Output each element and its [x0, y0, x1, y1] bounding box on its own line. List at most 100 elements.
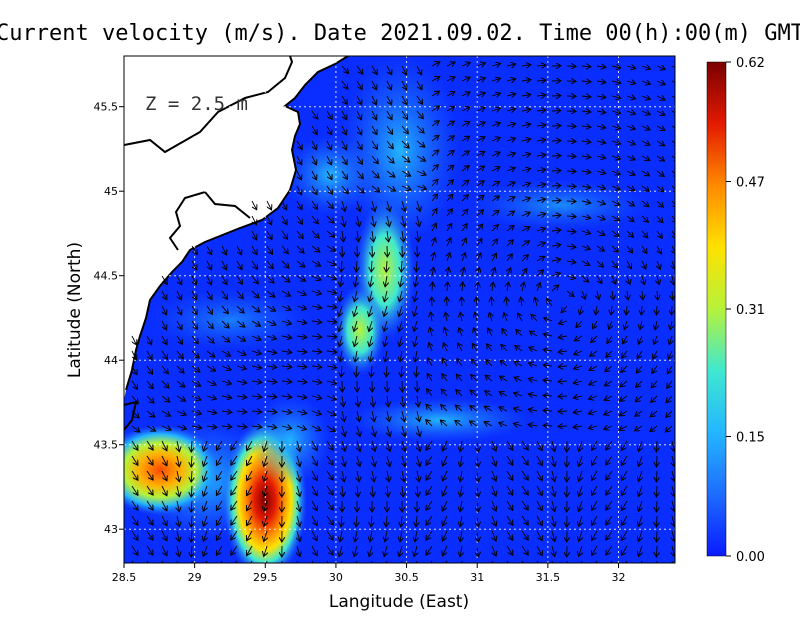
current-arrow — [521, 124, 531, 126]
current-arrow — [671, 185, 675, 192]
current-arrow — [606, 530, 613, 540]
current-arrow — [611, 111, 621, 113]
current-arrow — [521, 109, 531, 111]
current-arrow — [506, 545, 513, 555]
current-arrow — [558, 351, 568, 352]
current-arrow — [521, 183, 531, 186]
current-arrow — [355, 530, 357, 542]
current-arrow — [414, 290, 417, 302]
current-arrow — [552, 470, 555, 482]
current-arrow — [543, 380, 553, 381]
current-arrow — [386, 110, 392, 120]
current-arrow — [476, 181, 484, 187]
current-arrow — [672, 440, 675, 452]
border-line-2 — [168, 190, 251, 251]
current-arrow — [626, 156, 635, 160]
current-arrow — [206, 396, 217, 399]
current-arrow — [326, 276, 337, 279]
current-arrow — [340, 530, 342, 542]
current-arrow — [506, 440, 513, 450]
x-tick-label: 31.5 — [536, 571, 561, 584]
current-arrow — [581, 231, 591, 234]
current-arrow — [462, 297, 463, 307]
map-title: Current velocity (m/s). Date 2021.09.02.… — [0, 21, 800, 46]
current-arrow — [489, 312, 492, 322]
current-arrow — [372, 425, 375, 437]
current-arrow — [443, 358, 448, 367]
y-axis: 45.5 45 44.5 44 43.5 43 — [94, 101, 124, 536]
current-arrow — [430, 327, 432, 337]
current-arrow — [536, 155, 546, 156]
current-arrow — [665, 425, 673, 432]
current-arrow — [370, 530, 372, 542]
current-arrow — [176, 380, 185, 387]
current-arrow — [536, 95, 546, 96]
current-arrow — [626, 200, 635, 206]
current-arrow — [476, 195, 484, 202]
current-arrow — [521, 440, 528, 450]
current-arrow — [266, 260, 273, 269]
current-arrow — [622, 350, 628, 358]
current-arrow — [431, 106, 440, 112]
current-arrow — [281, 275, 290, 282]
current-arrow — [311, 455, 317, 466]
current-arrow — [551, 170, 561, 171]
current-arrow — [506, 470, 513, 480]
current-arrow — [581, 81, 591, 82]
current-arrow — [326, 485, 333, 495]
current-arrow — [476, 93, 485, 96]
current-arrow — [445, 312, 447, 322]
current-arrow — [506, 254, 512, 262]
current-arrow — [297, 500, 300, 512]
current-arrow — [236, 260, 242, 270]
current-arrow — [203, 485, 207, 496]
current-arrow — [426, 545, 433, 555]
current-arrow — [251, 426, 262, 427]
current-arrow — [191, 365, 200, 372]
current-arrow — [371, 170, 379, 178]
current-arrow — [221, 350, 231, 356]
current-arrow — [296, 155, 302, 165]
current-arrow — [642, 290, 643, 300]
current-arrow — [161, 470, 167, 481]
current-arrow — [401, 515, 402, 527]
current-arrow — [669, 335, 672, 345]
current-arrow — [385, 350, 387, 362]
current-arrow — [247, 500, 253, 511]
current-arrow — [191, 305, 197, 315]
current-arrow — [536, 199, 546, 201]
colorbar-tick-label: 0.31 — [736, 303, 765, 318]
current-arrow — [416, 155, 426, 161]
current-arrow — [485, 375, 493, 382]
current-arrow — [416, 515, 417, 527]
current-arrow — [461, 136, 470, 141]
current-arrow — [492, 253, 497, 262]
current-arrow — [387, 410, 390, 422]
colorbar: 0.62 0.47 0.31 0.15 0.00 — [706, 56, 765, 565]
current-arrow — [203, 440, 207, 451]
current-arrow — [626, 245, 633, 253]
current-arrow — [296, 245, 304, 253]
current-arrow — [176, 426, 187, 429]
current-arrow — [484, 422, 493, 426]
current-arrow — [551, 141, 561, 142]
current-arrow — [460, 455, 462, 467]
current-arrow — [653, 350, 657, 359]
current-arrow — [191, 260, 197, 270]
current-arrow — [536, 545, 542, 556]
current-arrow — [342, 200, 345, 212]
current-arrow — [506, 530, 513, 540]
current-arrow — [177, 515, 179, 527]
current-arrow — [604, 426, 613, 429]
current-arrow — [626, 215, 634, 222]
current-arrow — [606, 440, 613, 450]
current-arrow — [656, 230, 662, 238]
current-arrow — [574, 351, 583, 355]
current-arrow — [386, 260, 387, 272]
current-arrow — [492, 470, 496, 481]
current-arrow — [296, 381, 307, 382]
current-arrow — [191, 500, 192, 512]
current-arrow — [402, 485, 403, 497]
current-arrow — [281, 426, 292, 429]
current-arrow — [326, 215, 334, 223]
